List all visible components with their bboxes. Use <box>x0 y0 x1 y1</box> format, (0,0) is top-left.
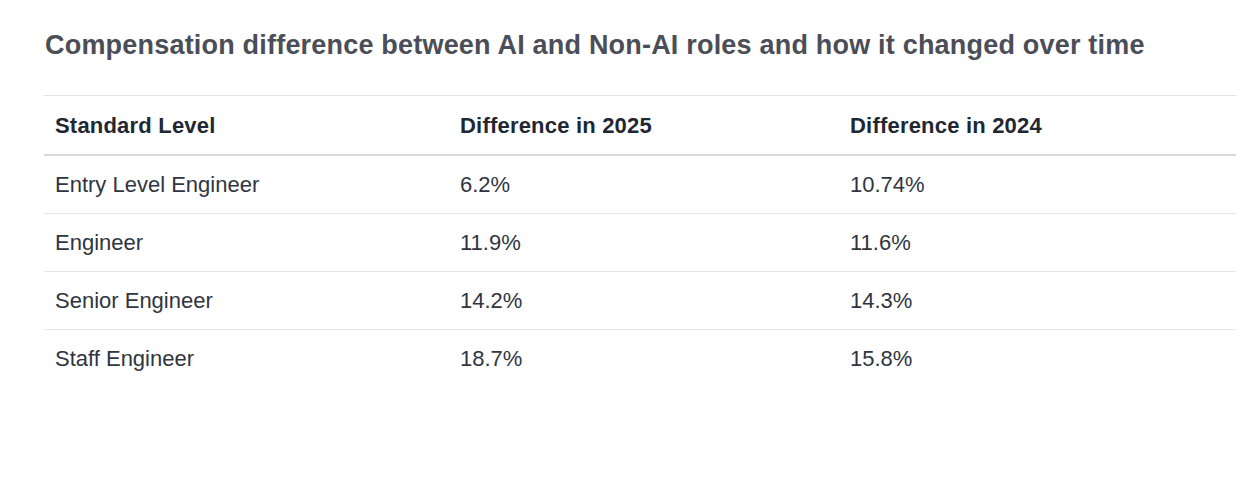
table-row: Senior Engineer 14.2% 14.3% <box>44 272 1236 330</box>
table-row: Staff Engineer 18.7% 15.8% <box>44 330 1236 388</box>
cell-diff-2024: 10.74% <box>850 155 1236 214</box>
cell-diff-2024: 15.8% <box>850 330 1236 388</box>
compensation-table: Standard Level Difference in 2025 Differ… <box>44 95 1236 387</box>
cell-level: Staff Engineer <box>44 330 460 388</box>
cell-diff-2025: 14.2% <box>460 272 850 330</box>
cell-level: Engineer <box>44 214 460 272</box>
column-header-standard-level: Standard Level <box>44 96 460 156</box>
cell-diff-2025: 18.7% <box>460 330 850 388</box>
cell-level: Entry Level Engineer <box>44 155 460 214</box>
cell-diff-2025: 6.2% <box>460 155 850 214</box>
page: Compensation difference between AI and N… <box>0 0 1249 493</box>
table-row: Entry Level Engineer 6.2% 10.74% <box>44 155 1236 214</box>
header-row: Standard Level Difference in 2025 Differ… <box>44 96 1236 156</box>
cell-diff-2024: 11.6% <box>850 214 1236 272</box>
table-body: Entry Level Engineer 6.2% 10.74% Enginee… <box>44 155 1236 387</box>
content-area: Compensation difference between AI and N… <box>44 0 1236 387</box>
column-header-difference-2025: Difference in 2025 <box>460 96 850 156</box>
table-header: Standard Level Difference in 2025 Differ… <box>44 96 1236 156</box>
cell-level: Senior Engineer <box>44 272 460 330</box>
cell-diff-2024: 14.3% <box>850 272 1236 330</box>
page-title: Compensation difference between AI and N… <box>45 20 1215 70</box>
cell-diff-2025: 11.9% <box>460 214 850 272</box>
table-row: Engineer 11.9% 11.6% <box>44 214 1236 272</box>
column-header-difference-2024: Difference in 2024 <box>850 96 1236 156</box>
